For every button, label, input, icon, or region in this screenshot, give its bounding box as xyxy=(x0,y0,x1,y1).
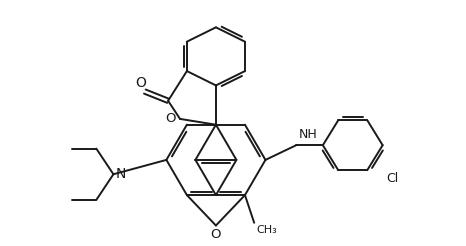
Text: CH₃: CH₃ xyxy=(256,225,277,235)
Text: O: O xyxy=(211,228,221,241)
Text: Cl: Cl xyxy=(386,172,398,185)
Text: O: O xyxy=(165,112,176,125)
Text: N: N xyxy=(116,167,126,181)
Text: O: O xyxy=(135,76,146,90)
Text: NH: NH xyxy=(299,128,318,141)
